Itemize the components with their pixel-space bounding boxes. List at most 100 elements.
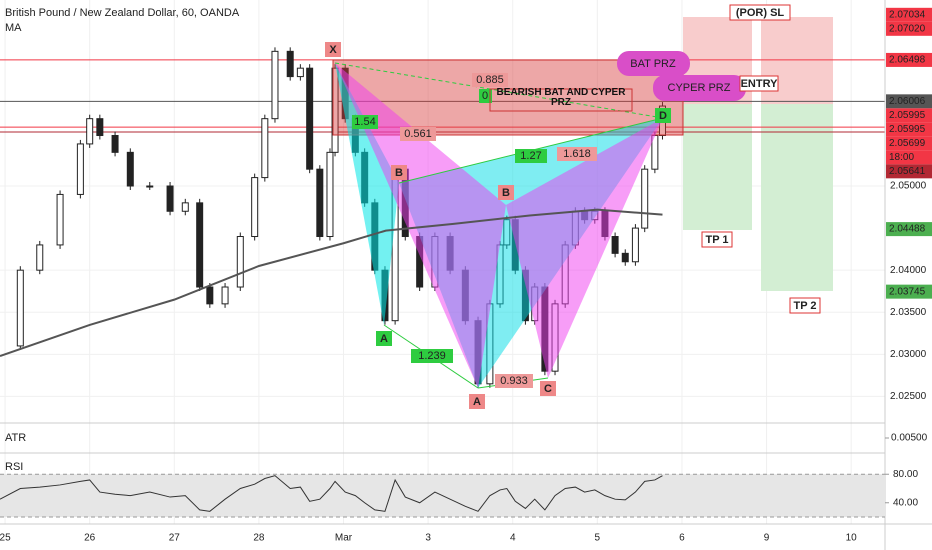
x-tick-label: 28 xyxy=(253,533,265,544)
x-tick-label: 3 xyxy=(425,533,431,544)
price-label-box xyxy=(886,52,932,67)
candle-body xyxy=(86,118,94,145)
ratio-label: 0.561 xyxy=(404,128,432,140)
position-label: TP 2 xyxy=(793,300,816,312)
bubble-label: BAT PRZ xyxy=(630,58,676,70)
point-box xyxy=(655,108,671,123)
ratio-label: 1.239 xyxy=(418,350,446,362)
price-label: 2.05995 xyxy=(889,110,926,121)
ratio-box xyxy=(472,73,508,87)
candle-body xyxy=(251,177,259,238)
position-box xyxy=(739,75,779,92)
axes: 2.02500 2.03000 2.03500 2.04000 2.05000 25 26 2… xyxy=(0,7,932,544)
position-box xyxy=(701,231,733,248)
point-box xyxy=(498,185,514,200)
candle-body xyxy=(261,118,269,179)
bubble-label: CYPER PRZ xyxy=(668,82,731,94)
price-label-box xyxy=(886,164,932,179)
candle-body xyxy=(326,151,334,238)
candle-body xyxy=(331,67,339,153)
candle-body xyxy=(631,227,639,263)
candle-body xyxy=(111,135,119,153)
point-label: A xyxy=(380,333,388,345)
chart-title: British Pound / New Zealand Dollar, 60, … xyxy=(5,7,240,19)
point-box xyxy=(376,331,392,346)
candle-body xyxy=(146,185,154,188)
price-label-box xyxy=(886,94,932,109)
ratio-label: 1.618 xyxy=(563,148,591,160)
pattern-triangle xyxy=(506,118,663,378)
ratio-box xyxy=(557,147,597,161)
point-label: B xyxy=(395,167,403,179)
y-tick-label: 2.05000 xyxy=(890,181,927,192)
price-label: 2.06006 xyxy=(889,96,926,107)
price-label: 2.07020 xyxy=(889,23,926,34)
candle-body xyxy=(16,269,24,347)
x-tick-label: 26 xyxy=(84,533,96,544)
ratio-box xyxy=(495,374,533,388)
point-box xyxy=(540,381,556,396)
point-label: D xyxy=(659,110,667,122)
x-tick-label: 27 xyxy=(169,533,181,544)
indicator-label: MA xyxy=(5,22,22,34)
y-tick-label: 2.04000 xyxy=(890,265,927,276)
pattern-title: BEARISH BAT AND CYPER PRZ xyxy=(496,88,626,108)
candle-body xyxy=(316,168,324,238)
candle-body xyxy=(611,236,619,254)
y-tick-label: 2.03000 xyxy=(890,349,927,360)
pattern-triangle xyxy=(335,63,399,325)
target-zone xyxy=(761,104,833,291)
y-tick-label: 2.02500 xyxy=(890,391,927,402)
candle-body xyxy=(181,202,189,212)
candle-body xyxy=(166,185,174,212)
price-label-box xyxy=(886,7,932,22)
price-label: 2.05641 xyxy=(889,166,926,177)
y-tick-label: 40.00 xyxy=(893,497,918,508)
price-label-box xyxy=(886,136,932,151)
annotations: X B A B A C D 0.885 0.561 1.618 1.27 1.2… xyxy=(325,4,821,409)
ratio-box xyxy=(411,349,453,363)
ratio-label: 1.27 xyxy=(520,150,541,162)
price-label: 2.05699 xyxy=(889,138,926,149)
bubble xyxy=(617,51,690,76)
x-tick-label: Mar xyxy=(335,533,353,544)
target-zone xyxy=(683,104,752,230)
ma-line xyxy=(0,208,663,357)
price-label-box xyxy=(886,108,932,123)
x-tick-label: 6 xyxy=(679,533,685,544)
position-label: (POR) SL xyxy=(736,7,785,19)
candle-body xyxy=(36,244,44,271)
x-tick-label: 25 xyxy=(0,533,11,544)
ratio-label: 1.54 xyxy=(354,116,375,128)
candle-body xyxy=(76,143,84,195)
x-tick-label: 10 xyxy=(846,533,858,544)
point-label: A xyxy=(473,396,481,408)
y-tick-label: 0.00500 xyxy=(891,433,928,444)
candle-body xyxy=(271,50,279,120)
price-label: 2.03745 xyxy=(889,286,926,297)
point-box xyxy=(391,165,407,180)
rsi-line xyxy=(0,475,663,512)
candle-body xyxy=(306,67,314,170)
price-label-box xyxy=(886,222,932,237)
price-label-box xyxy=(886,284,932,299)
candle-body xyxy=(296,67,304,78)
position-label: TP 1 xyxy=(705,234,728,246)
candle-body xyxy=(196,202,204,288)
candle-body xyxy=(641,168,649,229)
price-label: 2.07034 xyxy=(889,9,926,20)
candle-body xyxy=(96,118,104,137)
position-label: ENTRY xyxy=(741,78,779,90)
y-tick-label: 80.00 xyxy=(893,469,918,480)
ratio-label: 0.885 xyxy=(476,74,504,86)
ratio-box xyxy=(479,89,492,103)
position-box xyxy=(789,297,821,314)
price-label-box xyxy=(886,122,932,137)
y-tick-label: 2.03500 xyxy=(890,307,927,318)
candle-body xyxy=(206,286,214,305)
candle-body xyxy=(126,151,134,187)
price-label: 2.05995 xyxy=(889,124,926,135)
pattern-title-box xyxy=(489,88,633,112)
candle-body xyxy=(236,236,244,288)
